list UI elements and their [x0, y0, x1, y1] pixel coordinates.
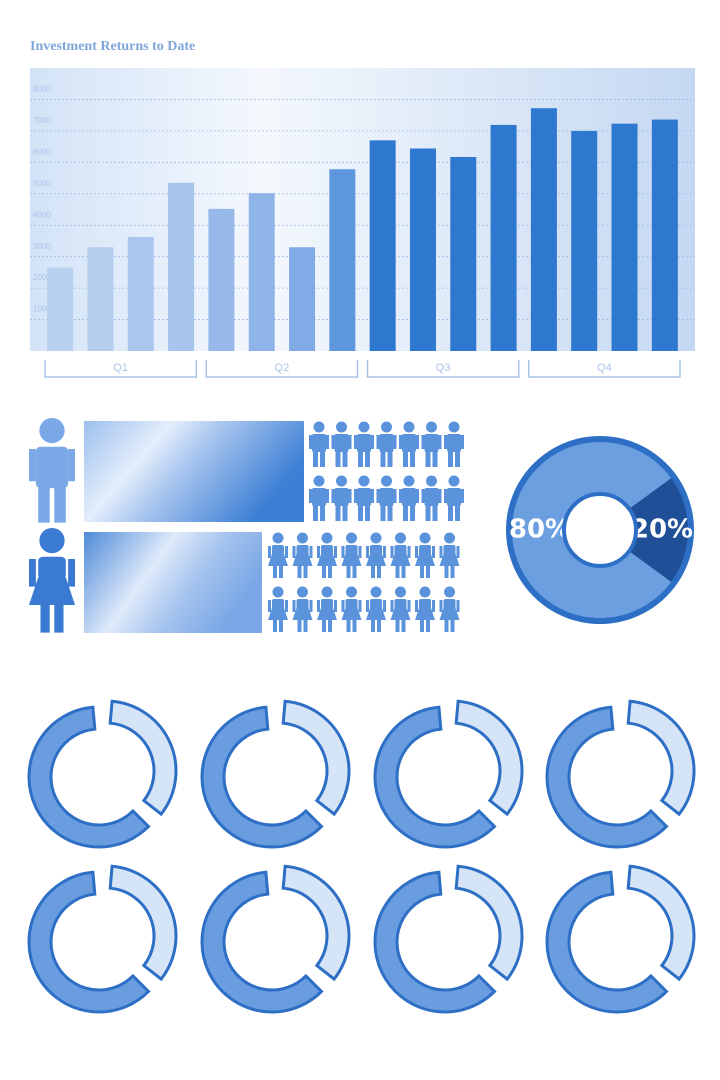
- donut-minor: [626, 699, 696, 817]
- man-icon: [309, 421, 329, 467]
- donut-major: [373, 705, 497, 849]
- woman-icon: [366, 532, 386, 578]
- bar: [490, 124, 517, 351]
- y-tick-label: 4000: [33, 210, 51, 219]
- bar: [289, 247, 316, 351]
- y-tick-label: 3000: [33, 242, 51, 251]
- y-tick-label: 5000: [33, 179, 51, 188]
- y-tick-label: 1000: [33, 305, 51, 314]
- donut-minor: [108, 864, 178, 982]
- donut-minor: [281, 864, 351, 982]
- woman-icon: [341, 586, 362, 632]
- woman-icon: [317, 532, 337, 578]
- bar: [651, 119, 678, 352]
- group-label: Q3: [436, 362, 451, 374]
- woman-icon: [292, 532, 313, 578]
- group-bracket: [528, 360, 681, 378]
- donut-decorations: [27, 699, 696, 1014]
- group-bracket: [205, 360, 359, 378]
- donut-major: [200, 870, 324, 1014]
- bar: [127, 236, 154, 351]
- y-tick-label: 6000: [33, 147, 51, 156]
- donut-major: [27, 870, 151, 1014]
- man-icon: [444, 475, 464, 521]
- donut-minor: [454, 699, 524, 817]
- donut-major: [545, 705, 669, 849]
- bar: [571, 130, 598, 351]
- man-icon: [399, 475, 419, 521]
- woman-icon: [317, 586, 337, 632]
- pie-hole: [562, 492, 638, 568]
- donut-minor: [281, 699, 351, 817]
- y-tick-label: 8000: [33, 85, 51, 94]
- man-icon: [421, 475, 442, 521]
- man-icon: [354, 421, 374, 467]
- chart-title: Investment Returns to Date: [30, 39, 195, 54]
- bar: [47, 267, 74, 351]
- woman-icon: [366, 586, 386, 632]
- pie-label: 20%: [631, 515, 693, 545]
- group-label: Q1: [113, 362, 128, 374]
- woman-icon: [268, 532, 288, 578]
- bar: [409, 148, 436, 351]
- man-icon: [331, 475, 352, 521]
- man-icon: [309, 475, 329, 521]
- woman-icon: [439, 532, 460, 578]
- donut-major: [200, 705, 324, 849]
- bar: [369, 140, 396, 351]
- donut-major: [545, 870, 669, 1014]
- woman-icon: [268, 586, 288, 632]
- donut-minor: [454, 864, 524, 982]
- group-label: Q2: [275, 362, 290, 374]
- group-label: Q4: [597, 362, 612, 374]
- group-bracket: [366, 360, 520, 378]
- bar: [208, 208, 235, 351]
- woman-icon: [390, 532, 411, 578]
- bar: [450, 156, 477, 351]
- man-icon: [444, 421, 464, 467]
- man-icon: [331, 421, 352, 467]
- bar: [248, 193, 275, 351]
- y-tick-label: 7000: [33, 116, 51, 125]
- donut-major: [373, 870, 497, 1014]
- group-bracket: [44, 360, 197, 378]
- donut-minor: [108, 699, 178, 817]
- bar: [530, 108, 557, 351]
- y-tick-label: 2000: [33, 273, 51, 282]
- woman-icon: [439, 586, 460, 632]
- man-icon: [354, 475, 374, 521]
- man-icon: [421, 421, 442, 467]
- donut-major: [27, 705, 151, 849]
- woman-icon: [390, 586, 411, 632]
- man-icon: [399, 421, 419, 467]
- people-icons: [29, 417, 464, 633]
- donut-minor: [626, 864, 696, 982]
- bar: [87, 247, 114, 351]
- woman-icon: [292, 586, 313, 632]
- pie-label: 80%: [509, 515, 571, 545]
- bar: [168, 182, 195, 351]
- woman-icon: [415, 586, 435, 632]
- pie-slice: [600, 478, 688, 582]
- bar: [329, 169, 356, 351]
- man-icon: [376, 421, 397, 467]
- woman-icon: [341, 532, 362, 578]
- man-icon: [376, 475, 397, 521]
- woman-icon: [415, 532, 435, 578]
- bar: [611, 123, 638, 351]
